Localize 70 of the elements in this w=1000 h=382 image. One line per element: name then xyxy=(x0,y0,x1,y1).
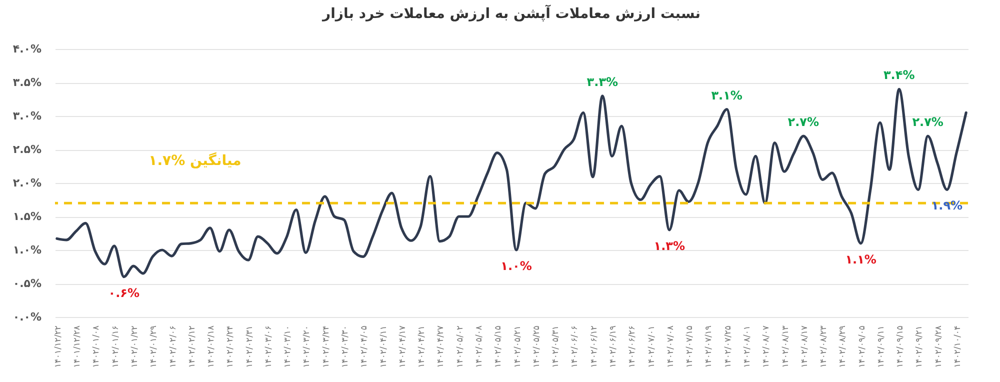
x-tick-label: ۱۴۰۲/۰۸/۰۱ xyxy=(742,326,752,368)
x-tick-label: ۱۴۰۲/۰۶/۱۹ xyxy=(608,325,618,368)
x-tick-label: ۱۴۰۲/۰۴/۲۱ xyxy=(417,326,428,368)
data-label: ۱.۰% xyxy=(500,259,532,273)
x-tick-label: ۱۴۰۲/۰۳/۱۰ xyxy=(283,326,294,368)
x-tick-label: ۱۴۰۲/۰۵/۰۸ xyxy=(474,325,485,368)
x-tick-label: ۱۴۰۲/۰۴/۱۱ xyxy=(378,326,389,368)
x-tick-label: ۱۴۰۲/۰۵/۲۵ xyxy=(532,325,542,368)
x-tick-label: ۱۴۰۲/۰۸/۱۳ xyxy=(780,325,791,368)
x-tick-label: ۱۴۰۲/۰۷/۲۵ xyxy=(723,325,734,368)
data-label: ۲.۷% xyxy=(788,115,820,130)
x-tick-label: ۱۴۰۲/۰۲/۲۴ xyxy=(226,326,236,368)
x-tick-label: ۱۴۰۲/۰۷/۱۵ xyxy=(685,325,696,368)
x-tick-label: ۱۴۰۲/۰۵/۰۲ xyxy=(455,325,466,368)
x-tick-label: ۱۴۰۲/۰۹/۰۵ xyxy=(857,325,868,368)
x-tick-label: ۱۴۰۱/۱۲/۲۸ xyxy=(72,325,83,368)
x-tick-label: ۱۴۰۲/۰۹/۲۱ xyxy=(914,326,925,368)
x-tick-label: ۱۴۰۲/۰۴/۲۷ xyxy=(436,325,446,368)
data-label: ۱.۳% xyxy=(654,238,686,253)
data-label: ۱.۹% xyxy=(931,198,963,213)
y-tick-label: ۰.۰% xyxy=(12,310,42,324)
y-tick-label: ۳.۰% xyxy=(12,110,42,122)
y-tick-label: ۱.۵% xyxy=(12,210,42,223)
x-tick-label: ۱۴۰۲/۰۱/۲۲ xyxy=(130,325,140,368)
x-tick-label: ۱۴۰۲/۰۹/۲۸ xyxy=(934,325,944,368)
x-tick-label: ۱۴۰۲/۰۸/۱۷ xyxy=(800,325,810,368)
y-tick-label: ۰.۵% xyxy=(12,277,42,290)
x-tick-label: ۱۴۰۲/۰۷/۰۸ xyxy=(666,325,676,368)
x-tick-label: ۱۴۰۲/۰۱/۰۸ xyxy=(92,325,102,368)
x-tick-label: ۱۴۰۲/۰۱/۲۹ xyxy=(149,325,160,368)
y-tick-label: ۴.۰% xyxy=(12,42,42,56)
x-tick-label: ۱۴۰۲/۰۸/۲۹ xyxy=(838,325,848,368)
x-tick-label: ۱۴۰۲/۰۹/۱۵ xyxy=(896,325,906,368)
data-label: ۱.۱% xyxy=(845,252,876,266)
ref-line-label: ۱.۷% میانگین xyxy=(148,152,242,170)
x-tick-label: ۱۴۰۲/۰۴/۰۵ xyxy=(360,325,370,368)
x-tick-label: ۱۴۰۲/۰۵/۲۱ xyxy=(512,326,523,368)
x-tick-label: ۱۴۰۲/۰۳/۲۰ xyxy=(302,326,312,368)
x-tick-label: ۱۴۰۲/۰۳/۳۰ xyxy=(340,326,351,368)
x-tick-label: ۱۴۰۲/۰۷/۱۹ xyxy=(704,325,714,368)
data-label: ۳.۱% xyxy=(711,88,742,102)
x-tick-label: ۱۴۰۲/۰۶/۰۶ xyxy=(570,326,580,368)
x-tick-label: ۱۴۰۲/۰۸/۰۷ xyxy=(762,325,772,368)
x-tick-label: ۱۴۰۲/۰۵/۳۱ xyxy=(551,326,562,368)
y-tick-label: ۲.۰% xyxy=(12,176,42,190)
data-label: ۲.۷% xyxy=(912,115,944,130)
chart-title: نسبت ارزش معاملات آپشن به ارزش معاملات خرد بازار xyxy=(322,4,700,22)
x-tick-label: ۱۴۰۲/۰۶/۱۲ xyxy=(589,325,600,368)
x-tick-label: ۱۴۰۱/۱۲/۲۲ xyxy=(53,325,64,368)
x-tick-label: ۱۴۰۲/۰۵/۱۵ xyxy=(494,325,504,368)
x-tick-label: ۱۴۰۲/۰۳/۰۶ xyxy=(264,326,274,368)
x-tick-label: ۱۴۰۲/۰۴/۱۷ xyxy=(398,325,408,368)
data-label: ۰.۶% xyxy=(108,286,140,300)
x-tick-label: ۱۴۰۲/۰۲/۱۸ xyxy=(206,325,217,368)
x-tick-label: ۱۴۰۲/۰۱/۱۶ xyxy=(110,326,121,368)
y-tick-label: ۱.۰% xyxy=(12,244,42,256)
y-tick-label: ۲.۵% xyxy=(12,143,42,156)
line-series xyxy=(56,88,968,278)
data-label: ۳.۳% xyxy=(586,74,618,89)
x-tick-label: ۱۴۰۲/۰۲/۰۶ xyxy=(168,326,178,368)
x-tick-label: ۱۴۰۲/۰۷/۰۱ xyxy=(646,326,657,368)
data-label: ۳.۴% xyxy=(883,68,915,82)
x-tick-label: ۱۴۰۲/۰۲/۱۲ xyxy=(187,325,198,368)
x-tick-label: ۱۴۰۲/۰۶/۲۶ xyxy=(628,326,638,368)
x-tick-label: ۱۴۰۲/۰۳/۲۴ xyxy=(321,326,332,368)
y-tick-label: ۳.۵% xyxy=(12,76,42,89)
x-tick-label: ۱۴۰۲/۰۲/۳۱ xyxy=(244,326,255,368)
x-tick-label: ۱۴۰۲/۰۸/۲۳ xyxy=(819,325,830,368)
x-tick-label: ۱۴۰۲/۱۰/۰۴ xyxy=(953,326,964,368)
x-tick-label: ۱۴۰۲/۰۹/۱۱ xyxy=(876,326,886,368)
